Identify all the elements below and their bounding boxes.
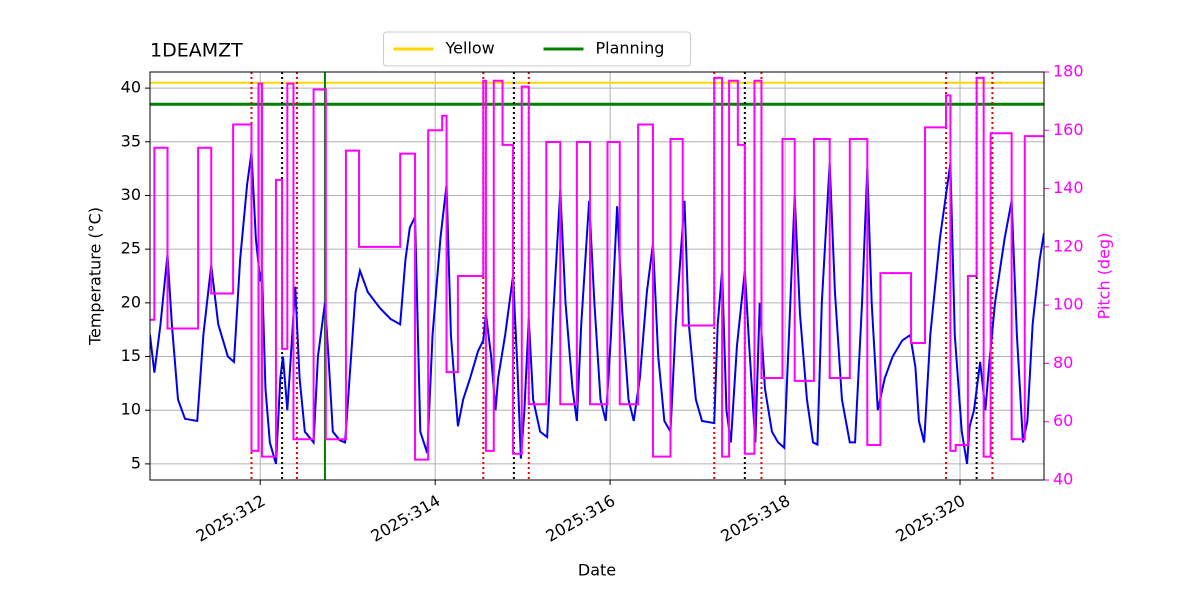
y-tick-label: 20 xyxy=(121,292,141,311)
legend-label: Yellow xyxy=(445,39,495,58)
plot-frame xyxy=(149,71,1045,481)
y2-tick-label: 80 xyxy=(1053,353,1073,372)
y2-tick-label: 40 xyxy=(1053,470,1073,489)
y-tick-label: 5 xyxy=(131,453,141,472)
x-tick-label: 2025:314 xyxy=(368,491,444,546)
y-axis-label: Temperature (°C) xyxy=(86,207,105,346)
y-tick-label: 30 xyxy=(121,185,141,204)
x-tick-label: 2025:320 xyxy=(892,491,968,546)
y2-tick-label: 180 xyxy=(1053,62,1084,81)
y2-tick-label: 140 xyxy=(1053,178,1084,197)
y2-axis-label: Pitch (deg) xyxy=(1095,233,1114,320)
legend-box xyxy=(383,31,691,67)
x-axis-label: Date xyxy=(578,561,616,580)
data-line xyxy=(150,152,1044,465)
y2-tick-label: 100 xyxy=(1053,295,1084,314)
y-tick-label: 10 xyxy=(121,400,141,419)
x-tick-label: 2025:316 xyxy=(542,491,618,546)
y-tick-label: 40 xyxy=(121,78,141,97)
y2-tick-label: 60 xyxy=(1053,411,1073,430)
data-line xyxy=(150,76,1044,461)
y2-tick-label: 120 xyxy=(1053,236,1084,255)
x-tick-label: 2025:318 xyxy=(717,491,793,546)
y-tick-label: 35 xyxy=(121,131,141,150)
x-tick-label: 2025:312 xyxy=(193,491,269,546)
legend: Yellow Planning xyxy=(383,31,691,67)
y-tick-label: 25 xyxy=(121,239,141,258)
chart-title: 1DEAMZT xyxy=(150,40,243,62)
y-tick-label: 15 xyxy=(121,346,141,365)
legend-label: Planning xyxy=(596,39,665,58)
y2-tick-label: 160 xyxy=(1053,120,1084,139)
